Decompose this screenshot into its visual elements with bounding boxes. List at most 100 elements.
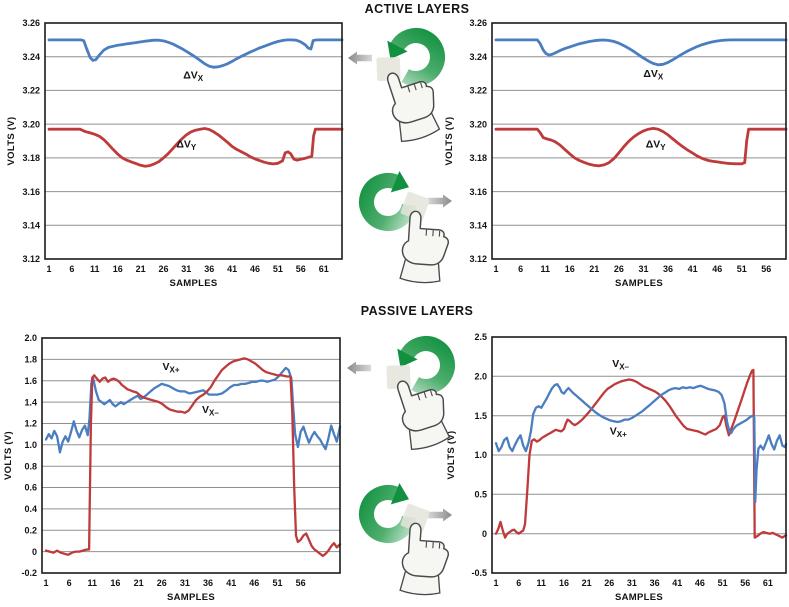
x-tick-label: 26 (614, 264, 624, 274)
series-label-dVy: ΔVY (176, 138, 197, 152)
y-tick-label: 1.6 (24, 376, 37, 386)
y-tick-label: 1.5 (474, 411, 487, 421)
x-tick-label: 41 (226, 578, 236, 588)
y-tick-label: 0.5 (474, 490, 487, 500)
plot-border (491, 336, 787, 574)
hand-outline (386, 72, 435, 124)
x-tick-label: 1 (493, 578, 498, 588)
chart-canvas: 2.52.01.51.00.50-0.51 6 11 16 21 26 31 36 41 46 51… (446, 332, 788, 603)
x-tick-label: 26 (604, 578, 614, 588)
rotation-arc (390, 28, 445, 86)
chart-active-left: 3.26 3.24 3.22 3.20 3.18 3.16 3.14 3.12 1 6 11 16 21… (0, 16, 352, 304)
x-tick-label: 46 (695, 578, 705, 588)
x-tick-label: 61 (763, 578, 773, 588)
section-title-active-layers: ACTIVE LAYERS (364, 2, 470, 16)
y-axis-title: VOLTS (V) (446, 431, 457, 480)
chart-canvas: 3.263.243.223.203.183.163.143.121 6 11 16 21… (6, 18, 344, 289)
series-label-dVx: ΔVX (183, 70, 204, 84)
x-tick-label: 46 (249, 578, 259, 588)
chart-passive-right: 2.5 2.0 1.5 1.0 0.5 0 -0.5 1 6 11 16 21 26 31 36 41 46 51… (440, 318, 789, 607)
hand-knuckles (417, 390, 433, 401)
rotation-arrowhead (387, 40, 408, 60)
rotation-arrowhead (397, 348, 418, 368)
y-tick-label: -0.2 (21, 568, 37, 578)
series-line-Vx+ (494, 383, 788, 504)
x-tick-label: 36 (203, 578, 213, 588)
y-tick-label: 2.0 (474, 372, 487, 382)
series-label-Vx-: VX– (612, 358, 629, 372)
rotation-arc (359, 173, 417, 231)
x-tick-label: 46 (250, 264, 260, 274)
y-tick-label: 0.4 (24, 504, 37, 514)
x-tick-label: 51 (737, 264, 747, 274)
x-tick-label: 11 (540, 264, 550, 274)
x-tick-label: 21 (134, 578, 144, 588)
x-tick-label: 36 (663, 264, 673, 274)
hand-knuckles (407, 82, 423, 93)
plot-border (41, 337, 341, 574)
x-tick-label: 46 (712, 264, 722, 274)
y-tick-label: 3.14 (469, 221, 487, 231)
x-tick-label: 6 (516, 578, 521, 588)
x-tick-label: 41 (672, 578, 682, 588)
series-line-dVx (494, 38, 788, 67)
y-tick-label: -0.5 (471, 568, 487, 578)
y-tick-label: 3.18 (22, 153, 40, 163)
pointing-hand-icon (376, 56, 441, 143)
y-tick-label: 2.0 (24, 333, 37, 343)
series-line-Vx- (44, 357, 342, 558)
y-tick-label: 0.8 (24, 461, 37, 471)
chart-canvas: 2.01.81.61.41.21.00.80.60.40.20-0.21 6 11 1… (3, 333, 342, 603)
series-label-Vx+: VX+ (162, 361, 179, 375)
rotate-counterclockwise-gesture (348, 28, 445, 143)
x-tick-label: 61 (319, 264, 329, 274)
x-tick-label: 41 (688, 264, 698, 274)
y-tick-label: 3.20 (22, 119, 40, 129)
x-axis-title: SAMPLES (615, 278, 663, 289)
x-axis-title: SAMPLES (169, 278, 217, 289)
x-axis-title: SAMPLES (167, 592, 215, 603)
rotation-arc (400, 336, 455, 394)
result-arrow-right-icon (428, 508, 452, 522)
x-tick-label: 1 (493, 264, 498, 274)
y-tick-label: 3.22 (22, 86, 40, 96)
chart-active-right: 3.26 3.24 3.22 3.20 3.18 3.16 3.14 3.12 1 6 11 16 21… (440, 16, 789, 304)
series-label-dVy: ΔVY (646, 138, 667, 152)
series-label-Vx-: VX– (202, 404, 219, 418)
x-tick-label: 6 (518, 264, 523, 274)
series-line-Vx- (494, 368, 788, 539)
x-tick-label: 56 (296, 264, 306, 274)
y-axis-title: VOLTS (V) (3, 431, 14, 480)
x-tick-label: 31 (627, 578, 637, 588)
y-tick-label: 1.0 (24, 440, 37, 450)
x-tick-label: 36 (204, 264, 214, 274)
y-tick-label: 3.22 (469, 86, 487, 96)
touch-highlight (400, 191, 430, 221)
y-tick-label: 3.14 (22, 221, 40, 231)
rotation-arrowhead (390, 483, 409, 505)
y-tick-label: 3.24 (469, 52, 487, 62)
y-tick-label: 1.8 (24, 355, 37, 365)
touch-highlight (400, 503, 430, 533)
x-tick-label: 51 (718, 578, 728, 588)
x-tick-label: 11 (90, 264, 100, 274)
rotation-arc (359, 485, 417, 543)
y-tick-label: 2.5 (474, 332, 487, 342)
x-tick-label: 21 (589, 264, 599, 274)
series-line-Vx+ (44, 366, 342, 454)
hand-outline (401, 210, 450, 266)
x-tick-label: 21 (582, 578, 592, 588)
chart-canvas: 3.263.243.223.203.183.163.143.121 6 11 16 21… (444, 18, 788, 289)
y-tick-label: 1.2 (24, 419, 37, 429)
x-tick-label: 36 (650, 578, 660, 588)
y-tick-label: 3.12 (22, 254, 40, 264)
x-tick-label: 31 (180, 578, 190, 588)
y-tick-label: 3.16 (22, 187, 40, 197)
y-tick-label: 1.0 (474, 450, 487, 460)
x-tick-label: 56 (296, 578, 306, 588)
result-arrow-left-icon (347, 361, 371, 375)
chart-passive-left: 2.0 1.8 1.6 1.4 1.2 1.0 0.8 0.6 0.4 0.2 0 -0.2 1 6 11 1… (0, 318, 352, 607)
x-tick-label: 1 (43, 578, 48, 588)
x-tick-label: 31 (181, 264, 191, 274)
x-tick-label: 16 (565, 264, 575, 274)
